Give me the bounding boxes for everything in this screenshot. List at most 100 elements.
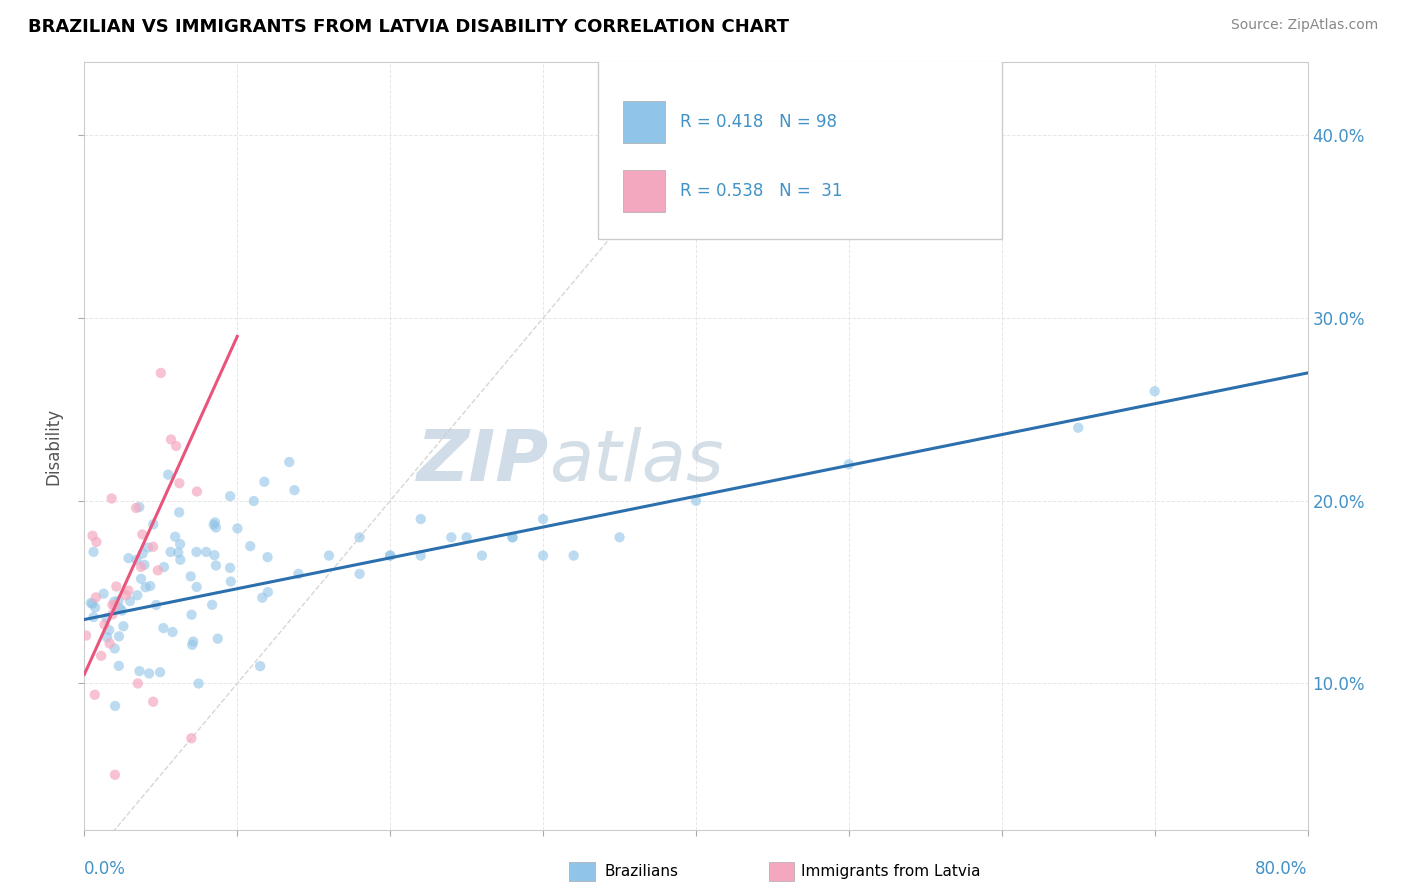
Point: [1143, 384, 1166, 399]
Point: [180, 569, 202, 583]
Point: [181, 638, 204, 652]
Point: [202, 517, 225, 532]
Point: [134, 558, 156, 572]
Point: [104, 768, 127, 782]
Text: atlas: atlas: [550, 427, 724, 496]
Point: [165, 530, 187, 544]
Point: [153, 560, 176, 574]
Point: [502, 530, 524, 544]
Point: [96, 631, 118, 645]
Point: [104, 698, 127, 713]
Point: [252, 591, 274, 605]
Text: R = 0.538   N =  31: R = 0.538 N = 31: [681, 182, 842, 201]
Point: [82, 597, 104, 611]
Point: [180, 607, 202, 622]
Text: 0.0%: 0.0%: [84, 860, 127, 879]
Point: [562, 549, 585, 563]
Point: [409, 549, 432, 563]
Point: [169, 476, 191, 491]
Point: [205, 520, 228, 534]
Point: [101, 607, 124, 622]
Text: 80.0%: 80.0%: [1256, 860, 1308, 879]
Y-axis label: Disability: Disability: [45, 408, 63, 484]
Point: [103, 594, 125, 608]
Point: [609, 530, 631, 544]
Point: [380, 549, 402, 563]
Point: [349, 530, 371, 544]
Point: [107, 594, 129, 608]
Point: [108, 629, 131, 643]
Point: [471, 549, 494, 563]
Point: [129, 559, 152, 574]
Point: [195, 545, 218, 559]
Point: [127, 588, 149, 602]
Point: [98, 636, 121, 650]
Point: [159, 545, 181, 559]
Point: [349, 566, 371, 581]
Text: Immigrants from Latvia: Immigrants from Latvia: [801, 863, 981, 879]
Bar: [623, 169, 665, 212]
Point: [146, 563, 169, 577]
Point: [104, 599, 127, 613]
Point: [502, 530, 524, 544]
Point: [117, 583, 139, 598]
Point: [207, 632, 229, 646]
Point: [283, 483, 305, 497]
Point: [86, 535, 108, 549]
Point: [138, 666, 160, 681]
Point: [278, 455, 301, 469]
Point: [135, 580, 157, 594]
Point: [219, 561, 242, 575]
Point: [165, 439, 187, 453]
Point: [83, 688, 105, 702]
Point: [125, 552, 148, 566]
Point: [380, 549, 402, 563]
Point: [167, 505, 190, 519]
Point: [257, 585, 280, 599]
Point: [201, 598, 224, 612]
Point: [83, 545, 105, 559]
Point: [118, 594, 141, 608]
Point: [219, 574, 242, 589]
Text: Source: ZipAtlas.com: Source: ZipAtlas.com: [1230, 18, 1378, 32]
Point: [160, 433, 183, 447]
Point: [187, 676, 209, 690]
Point: [128, 500, 150, 514]
Point: [318, 549, 340, 563]
Point: [440, 530, 463, 544]
Point: [256, 550, 278, 565]
Point: [96, 611, 118, 625]
Point: [82, 529, 104, 543]
Point: [409, 512, 432, 526]
Point: [169, 537, 191, 551]
Point: [1067, 421, 1090, 435]
Point: [129, 572, 152, 586]
Text: BRAZILIAN VS IMMIGRANTS FROM LATVIA DISABILITY CORRELATION CHART: BRAZILIAN VS IMMIGRANTS FROM LATVIA DISA…: [28, 18, 789, 36]
Point: [219, 489, 242, 503]
Point: [111, 603, 134, 617]
Text: R = 0.418   N = 98: R = 0.418 N = 98: [681, 112, 837, 130]
Point: [93, 587, 115, 601]
Point: [169, 553, 191, 567]
Point: [98, 623, 121, 637]
Point: [186, 545, 208, 559]
Point: [149, 366, 172, 380]
Point: [107, 658, 129, 673]
Text: Brazilians: Brazilians: [605, 863, 679, 879]
Point: [84, 591, 107, 605]
Point: [142, 695, 165, 709]
Point: [838, 457, 860, 471]
Point: [181, 634, 204, 648]
Point: [253, 475, 276, 489]
Point: [239, 539, 262, 553]
Point: [104, 641, 127, 656]
Bar: [623, 101, 665, 143]
Point: [105, 579, 128, 593]
Point: [242, 494, 264, 508]
Point: [186, 580, 208, 594]
Point: [125, 500, 148, 515]
Point: [180, 731, 202, 746]
Point: [226, 521, 249, 535]
Point: [84, 600, 107, 615]
Point: [131, 527, 153, 541]
